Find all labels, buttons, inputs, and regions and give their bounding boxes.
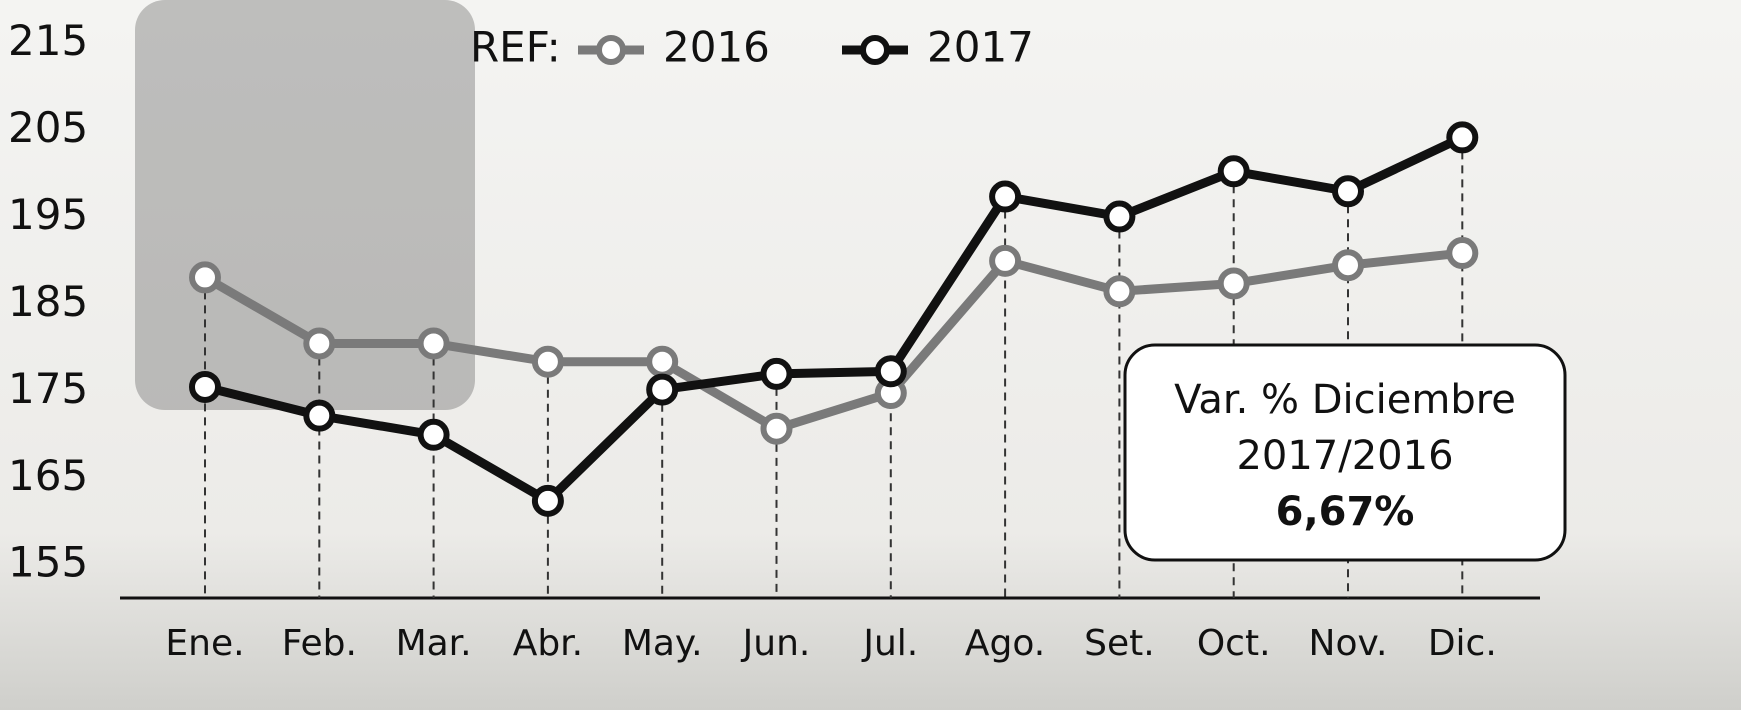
x-tick-label: Jul.: [861, 623, 918, 664]
y-tick-label: 175: [8, 364, 88, 413]
annotation-value: 6,67%: [1276, 489, 1415, 535]
data-point: [192, 374, 218, 400]
x-tick-label: Nov.: [1309, 623, 1388, 664]
data-point: [649, 377, 675, 403]
legend-title: REF:: [470, 23, 561, 72]
data-point: [1221, 158, 1247, 184]
data-point: [1335, 252, 1361, 278]
y-tick-label: 165: [8, 451, 88, 500]
data-point: [764, 361, 790, 387]
y-tick-label: 185: [8, 277, 88, 326]
data-point: [192, 264, 218, 290]
x-tick-label: Jun.: [741, 623, 811, 664]
data-point: [421, 330, 447, 356]
legend-label: 2017: [927, 23, 1034, 72]
data-point: [306, 403, 332, 429]
legend-marker: [599, 38, 623, 62]
x-tick-label: Mar.: [396, 623, 472, 664]
data-point: [535, 349, 561, 375]
x-tick-label: Ene.: [165, 623, 244, 664]
data-point: [1449, 124, 1475, 150]
x-tick-label: Ago.: [965, 623, 1045, 664]
data-point: [649, 349, 675, 375]
data-point: [1449, 240, 1475, 266]
data-point: [421, 422, 447, 448]
y-tick-label: 205: [8, 103, 88, 152]
data-point: [878, 358, 904, 384]
x-tick-label: Set.: [1084, 623, 1155, 664]
legend-label: 2016: [663, 23, 770, 72]
x-tick-label: Oct.: [1197, 623, 1271, 664]
x-tick-label: Dic.: [1428, 623, 1497, 664]
data-point: [764, 416, 790, 442]
data-point: [992, 248, 1018, 274]
annotation-text: 2017/2016: [1236, 433, 1453, 479]
legend-marker: [863, 38, 887, 62]
data-point: [992, 184, 1018, 210]
x-tick-label: May.: [622, 623, 703, 664]
data-point: [1335, 178, 1361, 204]
y-tick-label: 215: [8, 16, 88, 65]
data-point: [1106, 278, 1132, 304]
x-tick-label: Feb.: [282, 623, 357, 664]
data-point: [1221, 270, 1247, 296]
annotation-text: Var. % Diciembre: [1174, 377, 1516, 423]
y-tick-label: 195: [8, 190, 88, 239]
chart: 155 165 175 185 195 205 215 Ene. Feb. Mar. Abr. May…: [0, 0, 1741, 710]
data-point: [306, 330, 332, 356]
x-tick-label: Abr.: [513, 623, 583, 664]
data-point: [535, 488, 561, 514]
y-tick-label: 155: [8, 538, 88, 587]
data-point: [1106, 204, 1132, 230]
